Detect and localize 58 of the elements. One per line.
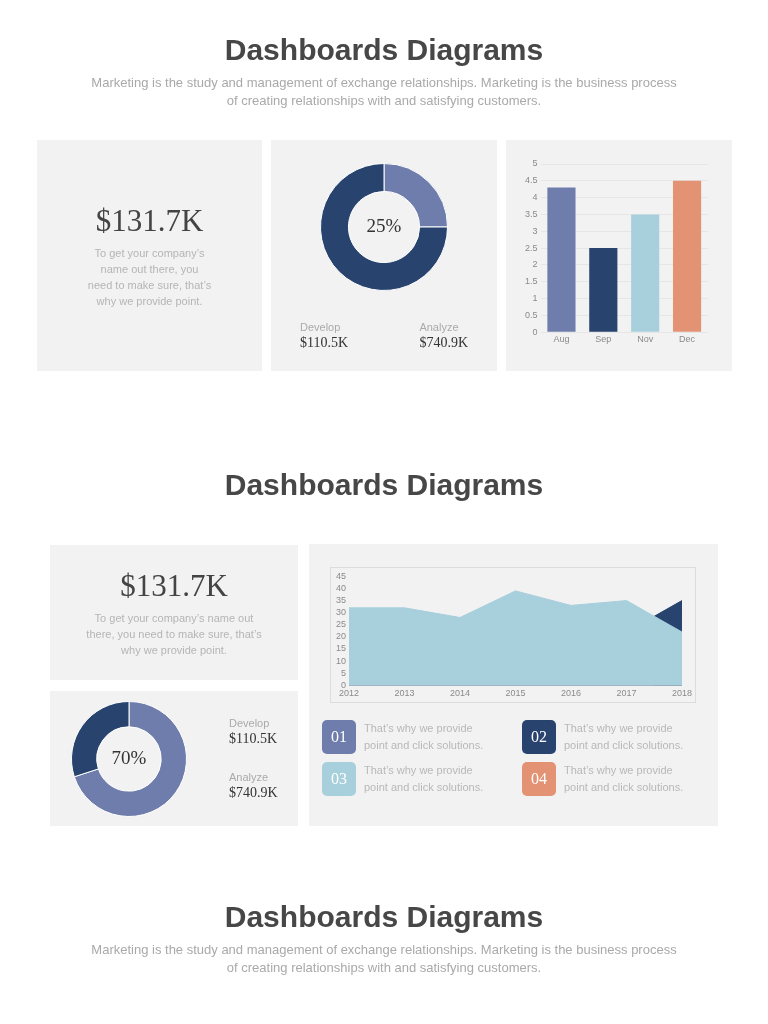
text: Dashboards Diagrams (223, 32, 545, 68)
y-tick-label: 15 (336, 643, 347, 654)
bar (589, 248, 618, 332)
text: $131.7K (120, 567, 228, 604)
bar (631, 214, 660, 332)
x-tick-label: 2018 (671, 688, 692, 699)
text: Analyze (229, 770, 270, 783)
text: 01 (331, 728, 347, 746)
x-tick-label: 2017 (616, 688, 637, 699)
text: Dashboards Diagrams (223, 899, 545, 935)
text: 70% (111, 746, 147, 768)
y-tick-label: 5 (341, 667, 347, 678)
text: 25% (366, 214, 402, 236)
bar (672, 180, 702, 332)
x-tick-label: Sep (595, 334, 612, 345)
x-tick-label: Nov (637, 334, 654, 345)
y-tick-label: 0.5 (525, 309, 538, 320)
y-tick-label: 2 (532, 259, 538, 270)
text: To get your company’s name out there, you need to make sure, that’s why we provide point. (87, 245, 212, 309)
y-tick-label: 10 (336, 655, 347, 666)
x-tick-label: 2013 (394, 688, 415, 699)
y-tick-label: 0 (341, 679, 347, 690)
y-tick-label: 20 (336, 631, 347, 642)
y-tick-label: 35 (336, 595, 347, 606)
y-tick-label: 1.5 (525, 276, 538, 287)
y-tick-label: 3.5 (525, 208, 538, 219)
x-tick-label: 2015 (505, 688, 526, 699)
x-tick-label: Aug (553, 334, 570, 345)
text: 02 (531, 728, 547, 746)
bar (547, 187, 576, 332)
text: $110.5K (300, 335, 349, 351)
text: Develop (300, 321, 342, 333)
x-tick-label: 2014 (449, 688, 471, 699)
y-tick-label: 5 (532, 158, 538, 169)
text: Analyze (419, 321, 460, 333)
y-tick-label: 45 (336, 570, 347, 581)
y-tick-label: 4 (532, 192, 538, 203)
y-tick-label: 40 (336, 582, 347, 593)
y-tick-label: 0 (532, 326, 538, 337)
text: 03 (331, 770, 347, 788)
y-tick-label: 2.5 (525, 242, 538, 253)
x-tick-label: Dec (679, 334, 696, 345)
text: Marketing is the study and management of exchange relationships. Marketing is the business process of creating relationships with and satisfying customers. (90, 941, 678, 977)
text: $740.9K (419, 335, 468, 351)
text: $110.5K (229, 730, 278, 747)
y-tick-label: 4.5 (525, 175, 538, 186)
text: Dashboards Diagrams (223, 467, 545, 503)
text: $740.9K (229, 784, 278, 801)
y-tick-label: 30 (336, 607, 347, 618)
y-tick-label: 3 (532, 225, 538, 236)
y-tick-label: 1 (532, 293, 538, 304)
text: 04 (531, 770, 547, 788)
text: Develop (229, 716, 271, 729)
text: Marketing is the study and management of exchange relationships. Marketing is the business process of creating relationships with and satisfying customers. (90, 74, 678, 110)
y-tick-label: 25 (336, 619, 347, 630)
x-tick-label: 2016 (560, 688, 582, 699)
text: $131.7K (95, 202, 204, 239)
x-tick-label: 2012 (339, 688, 360, 699)
